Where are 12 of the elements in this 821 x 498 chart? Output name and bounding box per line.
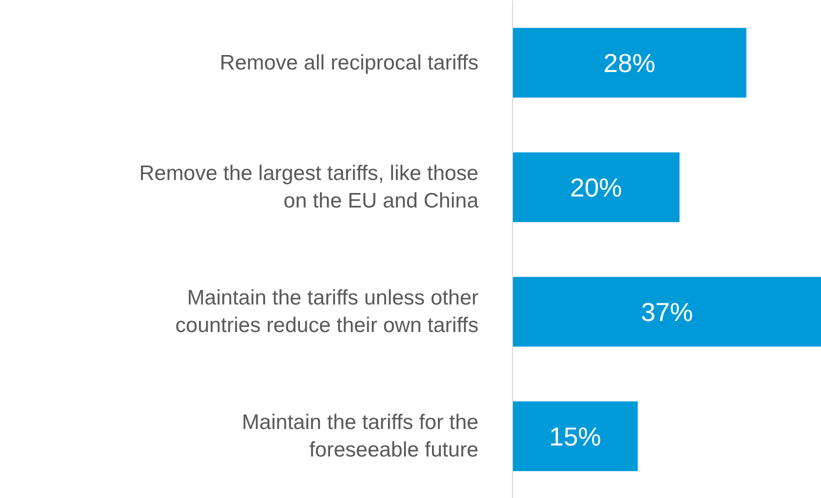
data-label: 15% [549, 421, 602, 452]
y-tick-label: Remove all reciprocal tariffs [220, 51, 479, 74]
data-label: 28% [603, 48, 656, 78]
bar [512, 28, 746, 98]
bar [512, 276, 821, 347]
bar [512, 152, 680, 222]
y-tick-label: Remove the largest tariffs, like those on the EU and China [139, 162, 479, 213]
y-tick-label: Maintain the tariffs for the foreseeable future [242, 410, 479, 462]
bar [512, 401, 638, 472]
data-label: 20% [570, 172, 622, 202]
y-tick-label: Maintain the tariffs unless other countries reduce their own tariffs [175, 286, 479, 338]
data-label: 37% [640, 296, 694, 327]
